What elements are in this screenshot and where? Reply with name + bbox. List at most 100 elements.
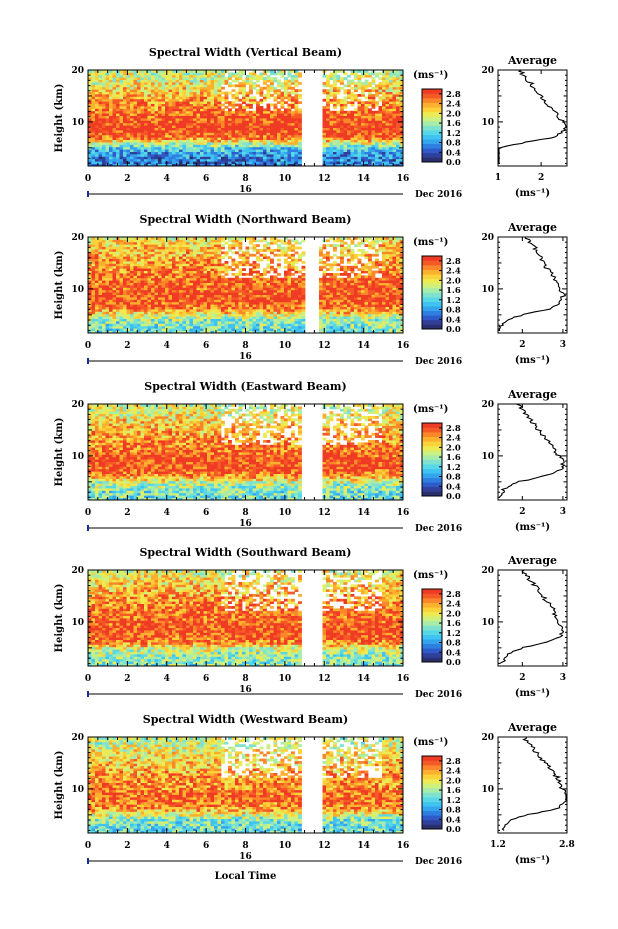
- heatmap-cell: [154, 325, 159, 329]
- heatmap-cell: [298, 154, 302, 157]
- heatmap-cell: [242, 91, 246, 95]
- heatmap-cell: [133, 146, 138, 150]
- heatmap-cell: [207, 277, 211, 281]
- heatmap-cell: [175, 163, 180, 167]
- heatmap-cell: [109, 237, 113, 240]
- x-tick-label: 16: [397, 174, 410, 184]
- heatmap-cell: [116, 323, 120, 327]
- heatmap-cell: [189, 289, 194, 293]
- heatmap-cell: [228, 84, 232, 88]
- heatmap-cell: [130, 156, 134, 160]
- heatmap-cell: [382, 98, 386, 102]
- heatmap-cell: [375, 134, 379, 138]
- heatmap-cell: [158, 115, 162, 119]
- heatmap-cell: [165, 258, 169, 262]
- heatmap-cell: [98, 74, 103, 78]
- heatmap-cell: [168, 101, 173, 104]
- heatmap-cell: [91, 289, 96, 293]
- heatmap-cell: [151, 316, 155, 319]
- heatmap-cell: [147, 268, 152, 271]
- heatmap-cell: [109, 142, 113, 145]
- heatmap-cell: [224, 91, 229, 95]
- heatmap-cell: [147, 79, 152, 83]
- heatmap-cell: [196, 163, 201, 167]
- heatmap-cell: [91, 301, 96, 305]
- heatmap-cell: [200, 313, 204, 317]
- heatmap-cell: [123, 289, 127, 293]
- heatmap-cell: [133, 294, 138, 298]
- heatmap-cell: [133, 84, 138, 88]
- heatmap-cell: [329, 158, 334, 162]
- heatmap-cell: [102, 311, 106, 315]
- heatmap-cell: [119, 91, 124, 95]
- heatmap-cell: [116, 280, 120, 283]
- heatmap-cell: [151, 161, 155, 164]
- heatmap-cell: [245, 154, 250, 157]
- heatmap-cell: [119, 285, 124, 288]
- heatmap-cell: [123, 237, 127, 240]
- heatmap-cell: [280, 127, 285, 131]
- heatmap-cell: [256, 110, 260, 114]
- heatmap-cell: [333, 149, 337, 152]
- heatmap-cell: [172, 323, 176, 327]
- heatmap-cell: [168, 118, 173, 121]
- heatmap-cell: [343, 134, 348, 138]
- heatmap-cell: [140, 139, 145, 143]
- heatmap-cell: [361, 115, 365, 119]
- heatmap-cell: [382, 161, 386, 164]
- heatmap-cell: [357, 127, 362, 131]
- heatmap-cell: [270, 113, 274, 116]
- heatmap-cell: [294, 77, 299, 80]
- heatmap-cell: [350, 132, 355, 136]
- heatmap-cell: [151, 156, 155, 160]
- heatmap-cell: [193, 115, 197, 119]
- heatmap-cell: [347, 142, 351, 145]
- heatmap-cell: [182, 265, 187, 269]
- heatmap-cell: [378, 158, 383, 162]
- heatmap-cell: [179, 115, 183, 119]
- heatmap-cell: [172, 103, 176, 107]
- heatmap-cell: [182, 151, 187, 155]
- heatmap-cell: [91, 120, 96, 124]
- heatmap-cell: [231, 94, 236, 97]
- heatmap-cell: [91, 96, 96, 100]
- heatmap-cell: [224, 127, 229, 131]
- heatmap-cell: [182, 292, 187, 295]
- heatmap-cell: [133, 151, 138, 155]
- heatmap-cell: [189, 94, 194, 97]
- heatmap-cell: [298, 118, 302, 121]
- heatmap-cell: [182, 237, 187, 240]
- heatmap-cell: [154, 106, 159, 109]
- heatmap-cell: [214, 251, 218, 255]
- heatmap-cell: [364, 79, 369, 83]
- heatmap-cell: [378, 98, 383, 102]
- heatmap-cell: [252, 72, 257, 76]
- heatmap-cell: [168, 110, 173, 114]
- heatmap-cell: [151, 96, 155, 100]
- heatmap-cell: [91, 118, 96, 121]
- heatmap-cell: [102, 280, 106, 283]
- heatmap-cell: [144, 118, 148, 121]
- heatmap-cell: [207, 239, 211, 243]
- heatmap-cell: [392, 118, 397, 121]
- heatmap-cell: [217, 86, 222, 90]
- heatmap-cell: [112, 86, 117, 90]
- x-tick-label: 6: [203, 174, 209, 184]
- heatmap-cell: [95, 96, 99, 100]
- heatmap-cell: [277, 125, 281, 128]
- heatmap-cell: [249, 110, 253, 114]
- heatmap-cell: [207, 244, 211, 247]
- heatmap-cell: [336, 151, 341, 155]
- heatmap-cell: [98, 110, 103, 114]
- heatmap-cell: [284, 84, 288, 88]
- heatmap-cell: [158, 151, 162, 155]
- heatmap-cell: [396, 113, 400, 116]
- heatmap-cell: [273, 91, 278, 95]
- heatmap-cell: [329, 125, 334, 128]
- heatmap-cell: [88, 72, 92, 76]
- heatmap-cell: [123, 130, 127, 133]
- heatmap-cell: [140, 258, 145, 262]
- heatmap-cell: [350, 163, 355, 167]
- heatmap-cell: [140, 137, 145, 140]
- heatmap-cell: [368, 91, 372, 95]
